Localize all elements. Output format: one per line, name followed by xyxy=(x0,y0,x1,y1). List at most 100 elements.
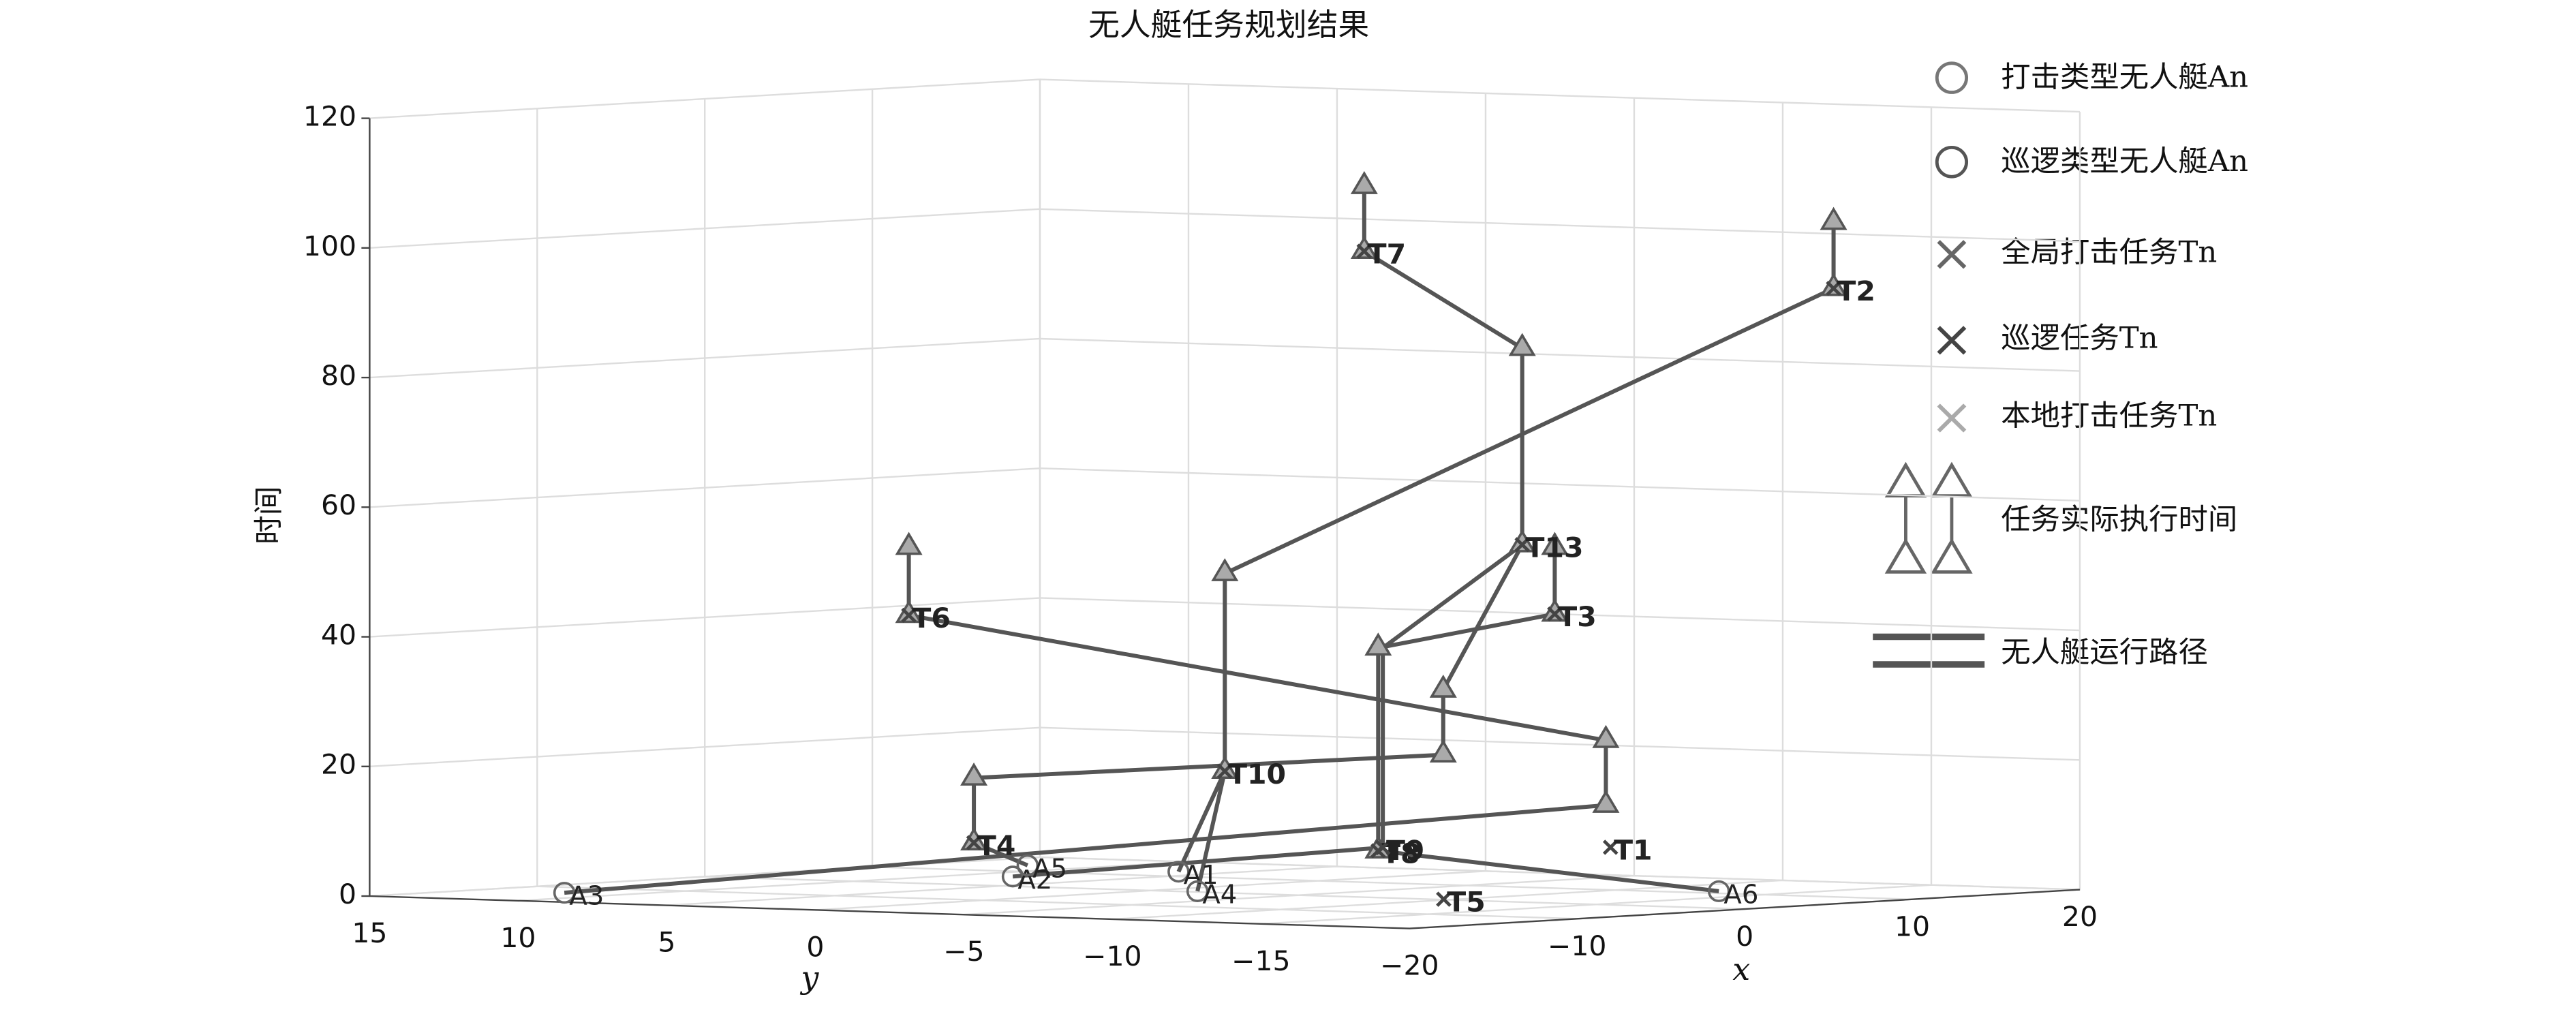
grid-line xyxy=(815,93,1487,911)
z-tick-label: 100 xyxy=(303,230,356,262)
y-axis-label: y xyxy=(800,959,820,996)
grid-line xyxy=(1409,112,2081,929)
axis-line xyxy=(369,118,2081,929)
grid-line xyxy=(703,99,1745,910)
z-axis-label: 时间 xyxy=(252,486,286,544)
grid-line xyxy=(964,97,1636,916)
z-tick-label: 120 xyxy=(303,100,356,133)
execution-marker xyxy=(1211,558,1239,581)
y-tick-label: 10 xyxy=(500,921,536,954)
legend-symbol xyxy=(1873,633,1985,668)
y-tick-label: −15 xyxy=(1231,944,1290,977)
task-label: T2 xyxy=(1837,275,1875,307)
y-tick-label: −5 xyxy=(943,935,984,968)
execution-marker xyxy=(960,827,988,851)
execution-marker xyxy=(1211,756,1239,780)
task-label: T4 xyxy=(977,829,1015,862)
legend-symbol xyxy=(1935,61,1969,94)
boat-marker xyxy=(1186,880,1209,902)
execution-marker xyxy=(1592,724,1620,748)
legend-symbol xyxy=(1937,240,1967,269)
path-line xyxy=(1176,770,1227,873)
boat-label: A4 xyxy=(1202,880,1237,910)
task-marker xyxy=(1826,280,1841,296)
y-tick-label: 5 xyxy=(658,926,675,959)
y-tick-label: −10 xyxy=(1083,940,1141,972)
task-label: T9 xyxy=(1386,834,1424,867)
execution-marker xyxy=(1350,171,1378,194)
legend-label: 全局打击任务Tn xyxy=(2001,236,2217,270)
task-label: T5 xyxy=(1447,886,1485,919)
x-tick-label: 20 xyxy=(2062,901,2098,934)
y-tick-label: 0 xyxy=(806,931,824,964)
execution-marker xyxy=(1350,236,1378,259)
x-axis-label: x xyxy=(1732,952,1750,988)
grid-line xyxy=(369,79,1041,897)
boat-label: A3 xyxy=(569,881,604,912)
execution-marker xyxy=(1429,739,1457,763)
task-marker xyxy=(1547,606,1563,622)
boat-marker xyxy=(1001,865,1024,888)
execution-marker xyxy=(1508,333,1536,356)
grid-line xyxy=(666,89,1338,906)
task-label: T10 xyxy=(1228,758,1286,790)
task-marker xyxy=(1514,537,1531,553)
legend-symbol xyxy=(1935,146,1969,179)
boat-marker xyxy=(1707,880,1730,902)
boat-marker xyxy=(1016,854,1039,876)
legend-symbol xyxy=(1937,403,1967,433)
legend-label: 巡逻类型无人艇An xyxy=(2001,144,2248,179)
task-marker xyxy=(1602,840,1619,855)
boat-label: A6 xyxy=(1723,880,1758,910)
chart-title: 无人艇任务规划结果 xyxy=(1088,7,1369,43)
legend-label: 本地打击任务Tn xyxy=(2001,399,2217,433)
x-tick-label: −10 xyxy=(1548,929,1606,962)
task-marker xyxy=(966,835,982,850)
execution-marker xyxy=(1429,674,1457,698)
legend: 打击类型无人艇An 巡逻类型无人艇An 全局打击任务Tn 巡逻任务Tn 本地打击… xyxy=(1873,61,2248,670)
grid-line xyxy=(1112,102,1784,921)
task-label: T3 xyxy=(1558,600,1596,633)
grid-line xyxy=(369,467,2081,508)
z-tick-label: 20 xyxy=(321,748,356,781)
z-tick-label: 80 xyxy=(321,359,356,392)
grid-line xyxy=(369,78,2081,119)
execution-marker xyxy=(895,532,923,555)
task-label: T1 xyxy=(1614,834,1652,867)
path-line xyxy=(1376,547,1719,893)
legend-label: 无人艇运行路径 xyxy=(2001,636,2208,670)
boat-marker xyxy=(553,882,576,904)
legend-symbol xyxy=(1937,326,1967,355)
task-marker xyxy=(1375,840,1391,855)
task-label: T7 xyxy=(1368,238,1406,271)
grid-line xyxy=(1261,107,1933,925)
boat-label: A5 xyxy=(1032,854,1067,884)
z-tick-label: 40 xyxy=(321,619,356,651)
execution-marker xyxy=(895,600,923,624)
execution-marker xyxy=(1508,529,1536,553)
z-tick-label: 60 xyxy=(321,489,356,521)
x-tick-label: 10 xyxy=(1895,910,1930,943)
task-marker xyxy=(1436,891,1452,907)
grid-line xyxy=(536,108,1578,920)
legend-label: 任务实际执行时间 xyxy=(2001,503,2237,537)
execution-marker xyxy=(1541,532,1569,555)
z-tick-label: 0 xyxy=(339,878,356,910)
task-label: T13 xyxy=(1526,532,1584,564)
execution-marker xyxy=(960,763,988,786)
execution-marker xyxy=(1820,273,1847,296)
execution-marker xyxy=(1820,206,1847,230)
x-tick-label: 0 xyxy=(1736,920,1753,953)
legend-label: 打击类型无人艇An xyxy=(2001,61,2248,95)
task-marker xyxy=(901,607,917,624)
execution-marker xyxy=(1592,790,1620,813)
task-label: T6 xyxy=(912,602,950,634)
task-marker xyxy=(1216,763,1233,779)
task-marker xyxy=(1356,243,1373,259)
legend-symbol xyxy=(1884,461,1973,574)
grid-line xyxy=(369,337,2081,379)
y-tick-label: 15 xyxy=(352,917,387,949)
y-tick-label: −20 xyxy=(1380,949,1439,982)
execution-marker xyxy=(1364,632,1392,656)
boat-marker xyxy=(1167,861,1190,883)
